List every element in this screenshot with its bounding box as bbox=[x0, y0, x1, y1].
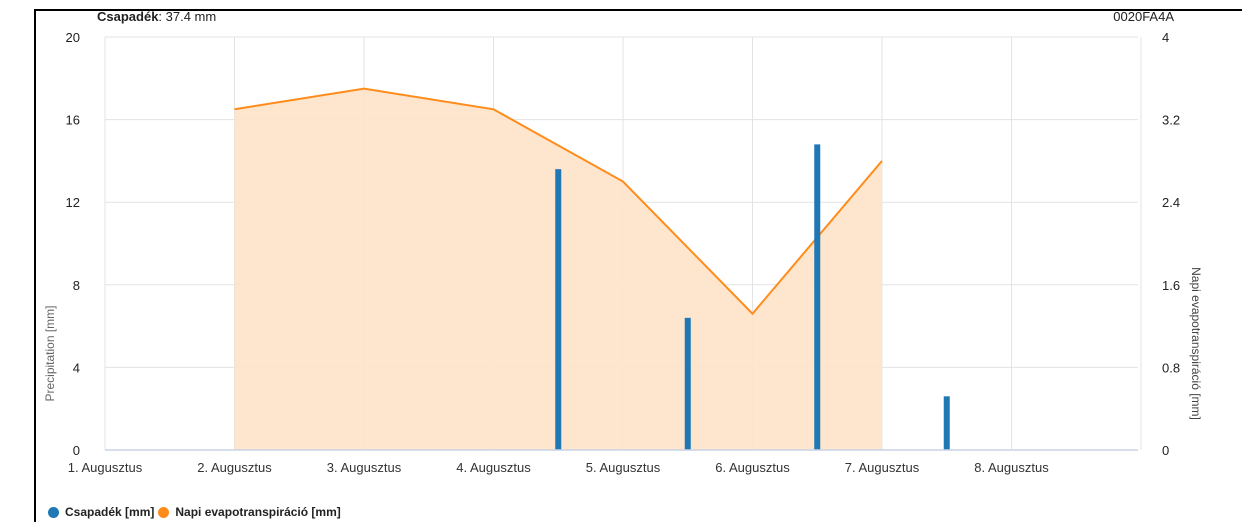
precip-bar bbox=[943, 396, 950, 450]
precip-total-label: Csapadék: 37.4 mm bbox=[97, 9, 216, 24]
left-axis-ticks: 0 4 8 12 16 20 bbox=[66, 30, 80, 458]
right-tick-label: 1.6 bbox=[1162, 278, 1180, 293]
x-tick-label: 7. Augusztus bbox=[845, 460, 920, 475]
left-tick-label: 16 bbox=[66, 113, 80, 128]
left-tick-label: 20 bbox=[66, 30, 80, 45]
device-id: 0020FA4A bbox=[1113, 9, 1174, 24]
legend-label-et: Napi evapotranspiráció [mm] bbox=[175, 505, 341, 519]
x-tick-label: 4. Augusztus bbox=[456, 460, 531, 475]
right-tick-label: 2.4 bbox=[1162, 195, 1180, 210]
x-tick-label: 5. Augusztus bbox=[586, 460, 661, 475]
precip-total-name: Csapadék bbox=[97, 9, 159, 24]
precip-bar bbox=[555, 169, 562, 450]
legend-marker-et bbox=[158, 506, 170, 518]
precip-et-chart: 0 4 8 12 16 20 0 0.8 1.6 2.4 3.2 4 1. Augusztus 2. … bbox=[43, 30, 1203, 475]
right-axis-ticks: 0 0.8 1.6 2.4 3.2 4 bbox=[1162, 30, 1180, 458]
legend-marker-precip bbox=[48, 506, 59, 518]
x-tick-label: 6. Augusztus bbox=[715, 460, 790, 475]
frame-border-left bbox=[34, 10, 36, 522]
precip-total-value: : 37.4 mm bbox=[158, 9, 217, 24]
left-tick-label: 4 bbox=[73, 360, 80, 375]
precip-bars bbox=[555, 144, 950, 450]
right-tick-label: 0 bbox=[1162, 443, 1169, 458]
left-tick-label: 8 bbox=[73, 278, 80, 293]
x-tick-label: 8. Augusztus bbox=[974, 460, 1049, 475]
right-axis-label: Napi evapotranspiráció [mm] bbox=[1189, 267, 1203, 420]
left-tick-label: 0 bbox=[73, 443, 80, 458]
right-tick-label: 0.8 bbox=[1162, 360, 1180, 375]
left-axis-label: Precipitation [mm] bbox=[43, 305, 57, 401]
x-tick-label: 3. Augusztus bbox=[327, 460, 402, 475]
legend: Csapadék [mm] Napi evapotranspiráció [mm… bbox=[48, 505, 345, 519]
et-line bbox=[234, 87, 883, 316]
precip-bar bbox=[814, 144, 821, 450]
x-tick-label: 1. Augusztus bbox=[68, 460, 143, 475]
precip-bar bbox=[684, 317, 691, 450]
x-axis-ticks: 1. Augusztus 2. Augusztus 3. Augusztus 4. A… bbox=[68, 460, 1049, 475]
frame-border-top bbox=[34, 9, 1242, 11]
legend-item-precip[interactable]: Csapadék [mm] bbox=[48, 505, 154, 519]
x-tick-label: 2. Augusztus bbox=[197, 460, 272, 475]
left-tick-label: 12 bbox=[66, 195, 80, 210]
legend-item-et[interactable]: Napi evapotranspiráció [mm] bbox=[158, 505, 341, 519]
right-tick-label: 4 bbox=[1162, 30, 1169, 45]
legend-label-precip: Csapadék [mm] bbox=[65, 505, 155, 519]
right-tick-label: 3.2 bbox=[1162, 113, 1180, 128]
